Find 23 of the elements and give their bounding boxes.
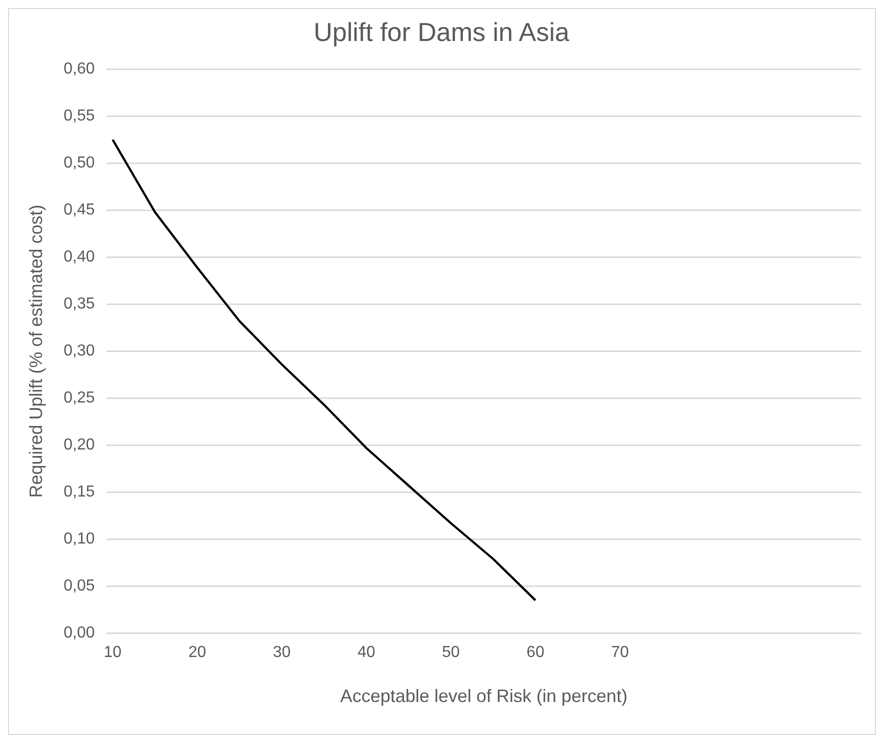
y-tick-label: 0,15 (64, 484, 95, 501)
y-tick-label: 0,00 (64, 624, 95, 642)
x-tick-label: 10 (104, 644, 122, 662)
y-tick-label: 0,10 (64, 530, 95, 548)
y-tick-label: 0,05 (64, 578, 95, 595)
y-tick-label: 0,20 (64, 436, 95, 454)
y-tick-label: 0,45 (64, 202, 95, 219)
x-tick-label: 20 (188, 644, 206, 662)
y-tick-label: 0,55 (64, 108, 95, 125)
y-tick-label: 0,40 (64, 248, 95, 266)
x-tick-label: 50 (442, 644, 460, 662)
y-tick-label: 0,30 (64, 342, 95, 360)
y-tick-label: 0,60 (64, 60, 95, 78)
y-tick-label: 0,50 (64, 154, 95, 172)
chart-title: Uplift for Dams in Asia (314, 16, 570, 47)
y-tick-label: 0,35 (64, 296, 95, 313)
x-tick-label: 40 (357, 644, 376, 662)
x-tick-label: 60 (526, 644, 544, 662)
x-axis-title: Acceptable level of Risk (in percent) (340, 686, 628, 706)
y-tick-label: 0,25 (64, 390, 95, 407)
x-tick-label: 30 (272, 644, 291, 662)
y-axis-title: Required Uplift (% of estimated cost) (26, 204, 46, 498)
x-tick-label: 70 (611, 644, 630, 662)
